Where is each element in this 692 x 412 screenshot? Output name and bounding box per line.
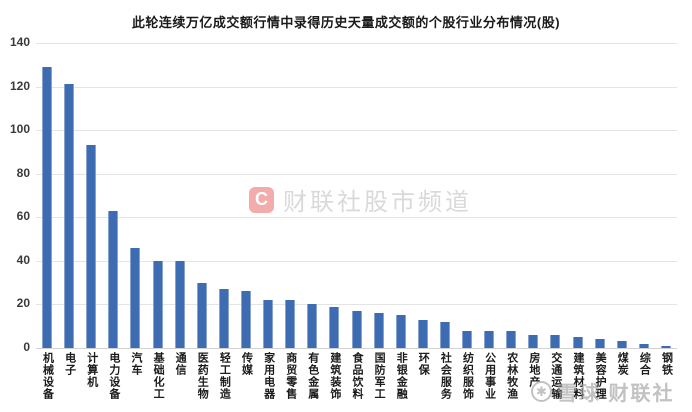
x-axis-label-钢铁: 钢铁 [660,352,673,376]
x-axis-label-机械设备: 机械设备 [41,352,54,400]
bar-交通运输 [550,334,561,348]
gridline-100 [36,130,677,132]
x-axis-label-公用事业: 公用事业 [483,352,496,400]
y-axis-tick-140: 140 [9,35,30,49]
x-axis-label-建筑装饰: 建筑装饰 [328,352,341,400]
bar-家用电器 [263,300,274,348]
bar-商贸零售 [285,300,296,348]
x-axis-label-综合: 综合 [638,352,651,376]
x-axis-label-建筑材料: 建筑材料 [572,352,585,400]
bar-基础化工 [152,260,163,348]
bar-国防军工 [373,313,384,348]
x-axis-label-纺织服饰: 纺织服饰 [461,352,474,400]
gridline-80 [36,173,677,175]
x-axis-label-国防军工: 国防军工 [373,352,386,400]
y-axis-tick-80: 80 [16,165,30,180]
x-axis-label-商贸零售: 商贸零售 [284,352,297,400]
x-axis-label-轻工制造: 轻工制造 [218,352,231,400]
bar-综合 [638,343,649,348]
x-axis-label-通信: 通信 [174,352,187,376]
y-axis-tick-40: 40 [16,252,30,267]
bar-钢铁 [660,345,671,348]
y-axis-tick-120: 120 [9,78,30,93]
x-axis-label-美容护理: 美容护理 [594,352,607,400]
bar-传媒 [240,291,251,348]
gridline-120 [36,86,677,88]
x-axis-label-农林牧渔: 农林牧渔 [505,352,518,400]
y-axis-tick-100: 100 [9,122,30,137]
gridline-20 [36,304,677,306]
x-axis-label-环保: 环保 [417,352,430,376]
bar-美容护理 [594,339,605,348]
bar-通信 [174,260,185,348]
x-axis-label-计算机: 计算机 [85,352,98,388]
x-axis-label-电力设备: 电力设备 [107,352,120,400]
x-axis-label-医药生物: 医药生物 [196,352,209,400]
bar-公用事业 [484,330,495,348]
bar-建筑装饰 [329,306,340,348]
bar-环保 [417,319,428,348]
x-axis-label-电子: 电子 [63,352,76,376]
bar-轻工制造 [218,289,229,348]
bar-纺织服饰 [462,330,473,348]
bar-电力设备 [108,210,119,348]
bar-医药生物 [196,282,207,348]
x-axis-label-交通运输: 交通运输 [549,352,562,400]
y-axis-tick-60: 60 [16,209,30,224]
bar-计算机 [86,145,97,348]
y-axis-tick-0: 0 [23,340,30,354]
bar-非银金融 [395,315,406,348]
x-axis-label-食品饮料: 食品饮料 [351,352,363,400]
x-axis-label-非银金融: 非银金融 [395,352,408,400]
chart-title: 此轮连续万亿成交额行情中录得历史天量成交额的个股行业分布情况(股) [131,15,561,30]
gridline-60 [36,217,677,219]
bar-电子 [64,84,75,348]
bar-煤炭 [616,341,627,348]
x-axis-label-汽车: 汽车 [129,352,142,376]
bar-农林牧渔 [506,330,517,348]
bar-机械设备 [42,66,53,348]
gridline-140 [36,43,677,44]
bar-汽车 [130,247,141,348]
x-axis-label-传媒: 传媒 [240,352,253,376]
bar-有色金属 [307,304,318,348]
bar-房地产 [528,334,539,348]
x-axis-label-社会服务: 社会服务 [439,352,452,400]
bar-建筑材料 [572,337,583,348]
x-axis-label-家用电器: 家用电器 [262,352,275,400]
bar-社会服务 [439,321,450,348]
y-axis-tick-20: 20 [16,296,30,311]
x-axis-label-煤炭: 煤炭 [616,352,629,376]
x-axis-label-基础化工: 基础化工 [152,352,165,400]
x-axis-label-有色金属: 有色金属 [306,352,319,400]
x-axis-label-房地产: 房地产 [527,352,540,388]
gridline-0 [36,348,677,349]
bar-食品饮料 [351,310,362,348]
gridline-40 [36,260,677,262]
